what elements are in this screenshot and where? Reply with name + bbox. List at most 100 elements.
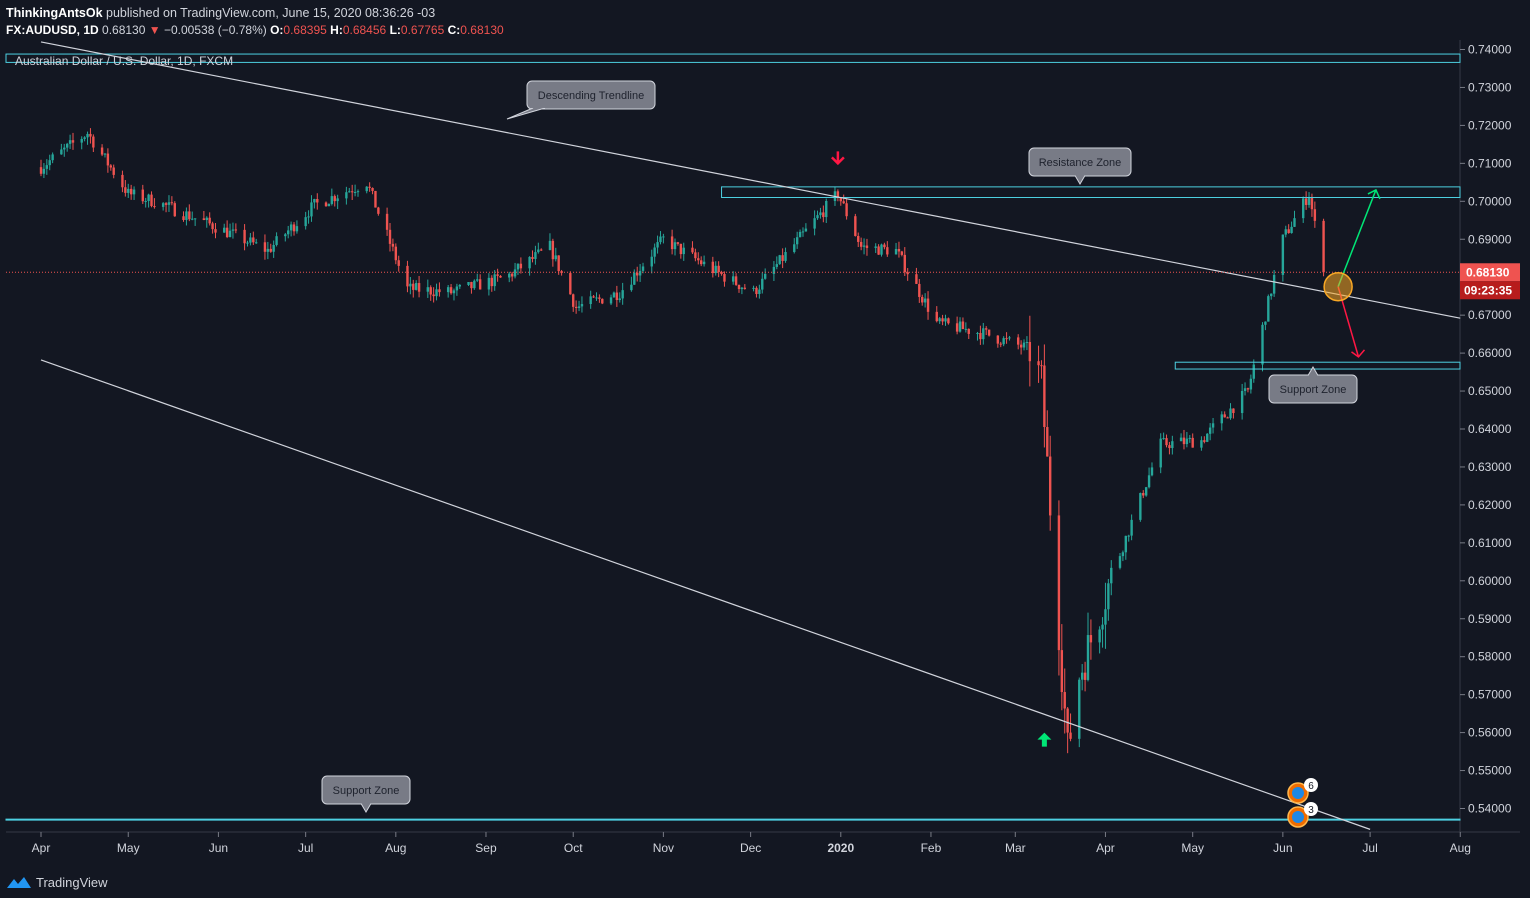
support-zone-label-low-text: Support Zone xyxy=(333,785,400,797)
price-tick-label: 0.67000 xyxy=(1468,308,1512,322)
candle-body xyxy=(694,252,697,259)
pivot-circle-marker[interactable] xyxy=(1323,271,1353,302)
candle-body xyxy=(836,191,840,198)
candle-body xyxy=(1270,293,1273,297)
candle-body xyxy=(1191,437,1194,448)
candle-body xyxy=(752,287,755,289)
candle-body xyxy=(330,196,334,204)
candle-body xyxy=(446,287,450,293)
candle-body xyxy=(842,201,845,204)
candle-body xyxy=(574,306,578,308)
candle-body xyxy=(333,196,336,202)
candle-body xyxy=(557,255,560,272)
candle-body xyxy=(1281,234,1285,275)
candle-body xyxy=(761,278,764,290)
candle-body xyxy=(327,203,331,207)
candle-body xyxy=(1240,391,1244,414)
candle-body xyxy=(1307,196,1311,205)
trendline-lower-channel[interactable] xyxy=(40,359,1371,830)
candle-body xyxy=(883,244,886,248)
candle-body xyxy=(508,273,511,278)
candle-body xyxy=(941,318,944,322)
symbol-label[interactable]: FX:AUDUSD, 1D xyxy=(6,23,99,37)
candle-body xyxy=(947,318,950,324)
zone-top-band[interactable] xyxy=(5,53,1461,63)
candle-body xyxy=(106,153,110,166)
candle-body xyxy=(255,242,258,244)
candle-body xyxy=(1110,567,1113,584)
candle-body xyxy=(839,197,842,202)
candle-body xyxy=(161,203,165,207)
candle-body xyxy=(1142,493,1145,496)
current-price-badge xyxy=(1460,263,1520,282)
candle-body xyxy=(1017,337,1020,345)
candle-body xyxy=(80,138,83,143)
candle-body xyxy=(641,266,645,271)
price-tick-label: 0.60000 xyxy=(1468,574,1512,588)
candle-body xyxy=(202,218,206,221)
bullish-arrowhead-icon xyxy=(1367,188,1381,200)
candle-body xyxy=(438,289,441,293)
candle-body xyxy=(513,269,517,277)
price-tick-label: 0.71000 xyxy=(1468,156,1512,170)
candle-body xyxy=(630,284,633,291)
candle-body xyxy=(292,224,296,232)
chart-title: Australian Dollar / U.S. Dollar, 1D, FXC… xyxy=(15,54,233,68)
candle-body xyxy=(985,328,988,330)
candle-body xyxy=(886,247,889,255)
candle-body xyxy=(193,218,197,220)
candle-body xyxy=(595,297,598,299)
candle-body xyxy=(1304,198,1308,205)
support-zone-label-low[interactable]: Support Zone xyxy=(321,775,411,813)
candle-body xyxy=(1139,493,1142,520)
candle-body xyxy=(979,332,982,340)
current-price-text: 0.68130 xyxy=(1466,265,1510,279)
candle-body xyxy=(967,328,970,334)
zone-support-low[interactable] xyxy=(5,818,1461,821)
tradingview-branding[interactable]: TradingView xyxy=(6,874,108,890)
candle-body xyxy=(1211,423,1215,428)
candle-body xyxy=(825,200,828,218)
resistance-zone-label[interactable]: Resistance Zone xyxy=(1028,147,1132,185)
candle-body xyxy=(894,248,898,255)
resistance-zone-label-tail xyxy=(1074,175,1086,185)
candle-body xyxy=(284,234,287,237)
ohlc-legend: FX:AUDUSD, 1D 0.68130 ▼ −0.00538 (−0.78%… xyxy=(6,22,504,38)
candle-body xyxy=(1264,321,1267,325)
candle-body xyxy=(234,229,238,231)
candle-body xyxy=(1287,229,1290,234)
candle-body xyxy=(670,236,674,250)
candle-body xyxy=(793,244,796,252)
zone-support-mid[interactable] xyxy=(1174,361,1461,370)
candle-body xyxy=(1008,337,1011,339)
event-count-text: 6 xyxy=(1308,781,1314,792)
candle-body xyxy=(734,276,738,285)
candle-body xyxy=(1162,438,1165,440)
candle-body xyxy=(310,202,313,217)
candle-body xyxy=(540,249,543,251)
time-tick-label: Aug xyxy=(1450,841,1471,855)
candle-body xyxy=(656,242,659,248)
candle-body xyxy=(1028,342,1032,362)
candle-body xyxy=(1203,440,1206,442)
candle-body xyxy=(449,287,453,294)
trendline-descending[interactable] xyxy=(40,41,1461,319)
candle-body xyxy=(778,255,781,265)
bullish-projection-arrow[interactable] xyxy=(1337,189,1377,287)
candle-body xyxy=(336,198,339,202)
candle-body xyxy=(435,289,438,297)
price-tick-label: 0.58000 xyxy=(1468,650,1512,664)
support-zone-label-mid[interactable]: Support Zone xyxy=(1268,366,1358,404)
candle-body xyxy=(1179,437,1183,442)
candle-body xyxy=(144,201,147,203)
candle-body xyxy=(185,211,188,220)
candle-body xyxy=(935,311,938,322)
candle-body xyxy=(1229,408,1232,419)
candle-body xyxy=(426,287,430,292)
candle-body xyxy=(103,153,107,155)
descending-trendline-label[interactable]: Descending Trendline xyxy=(506,80,656,120)
candle-body xyxy=(528,256,531,269)
zone-resistance[interactable] xyxy=(721,186,1461,199)
author-name[interactable]: ThinkingAntsOk xyxy=(6,6,103,20)
